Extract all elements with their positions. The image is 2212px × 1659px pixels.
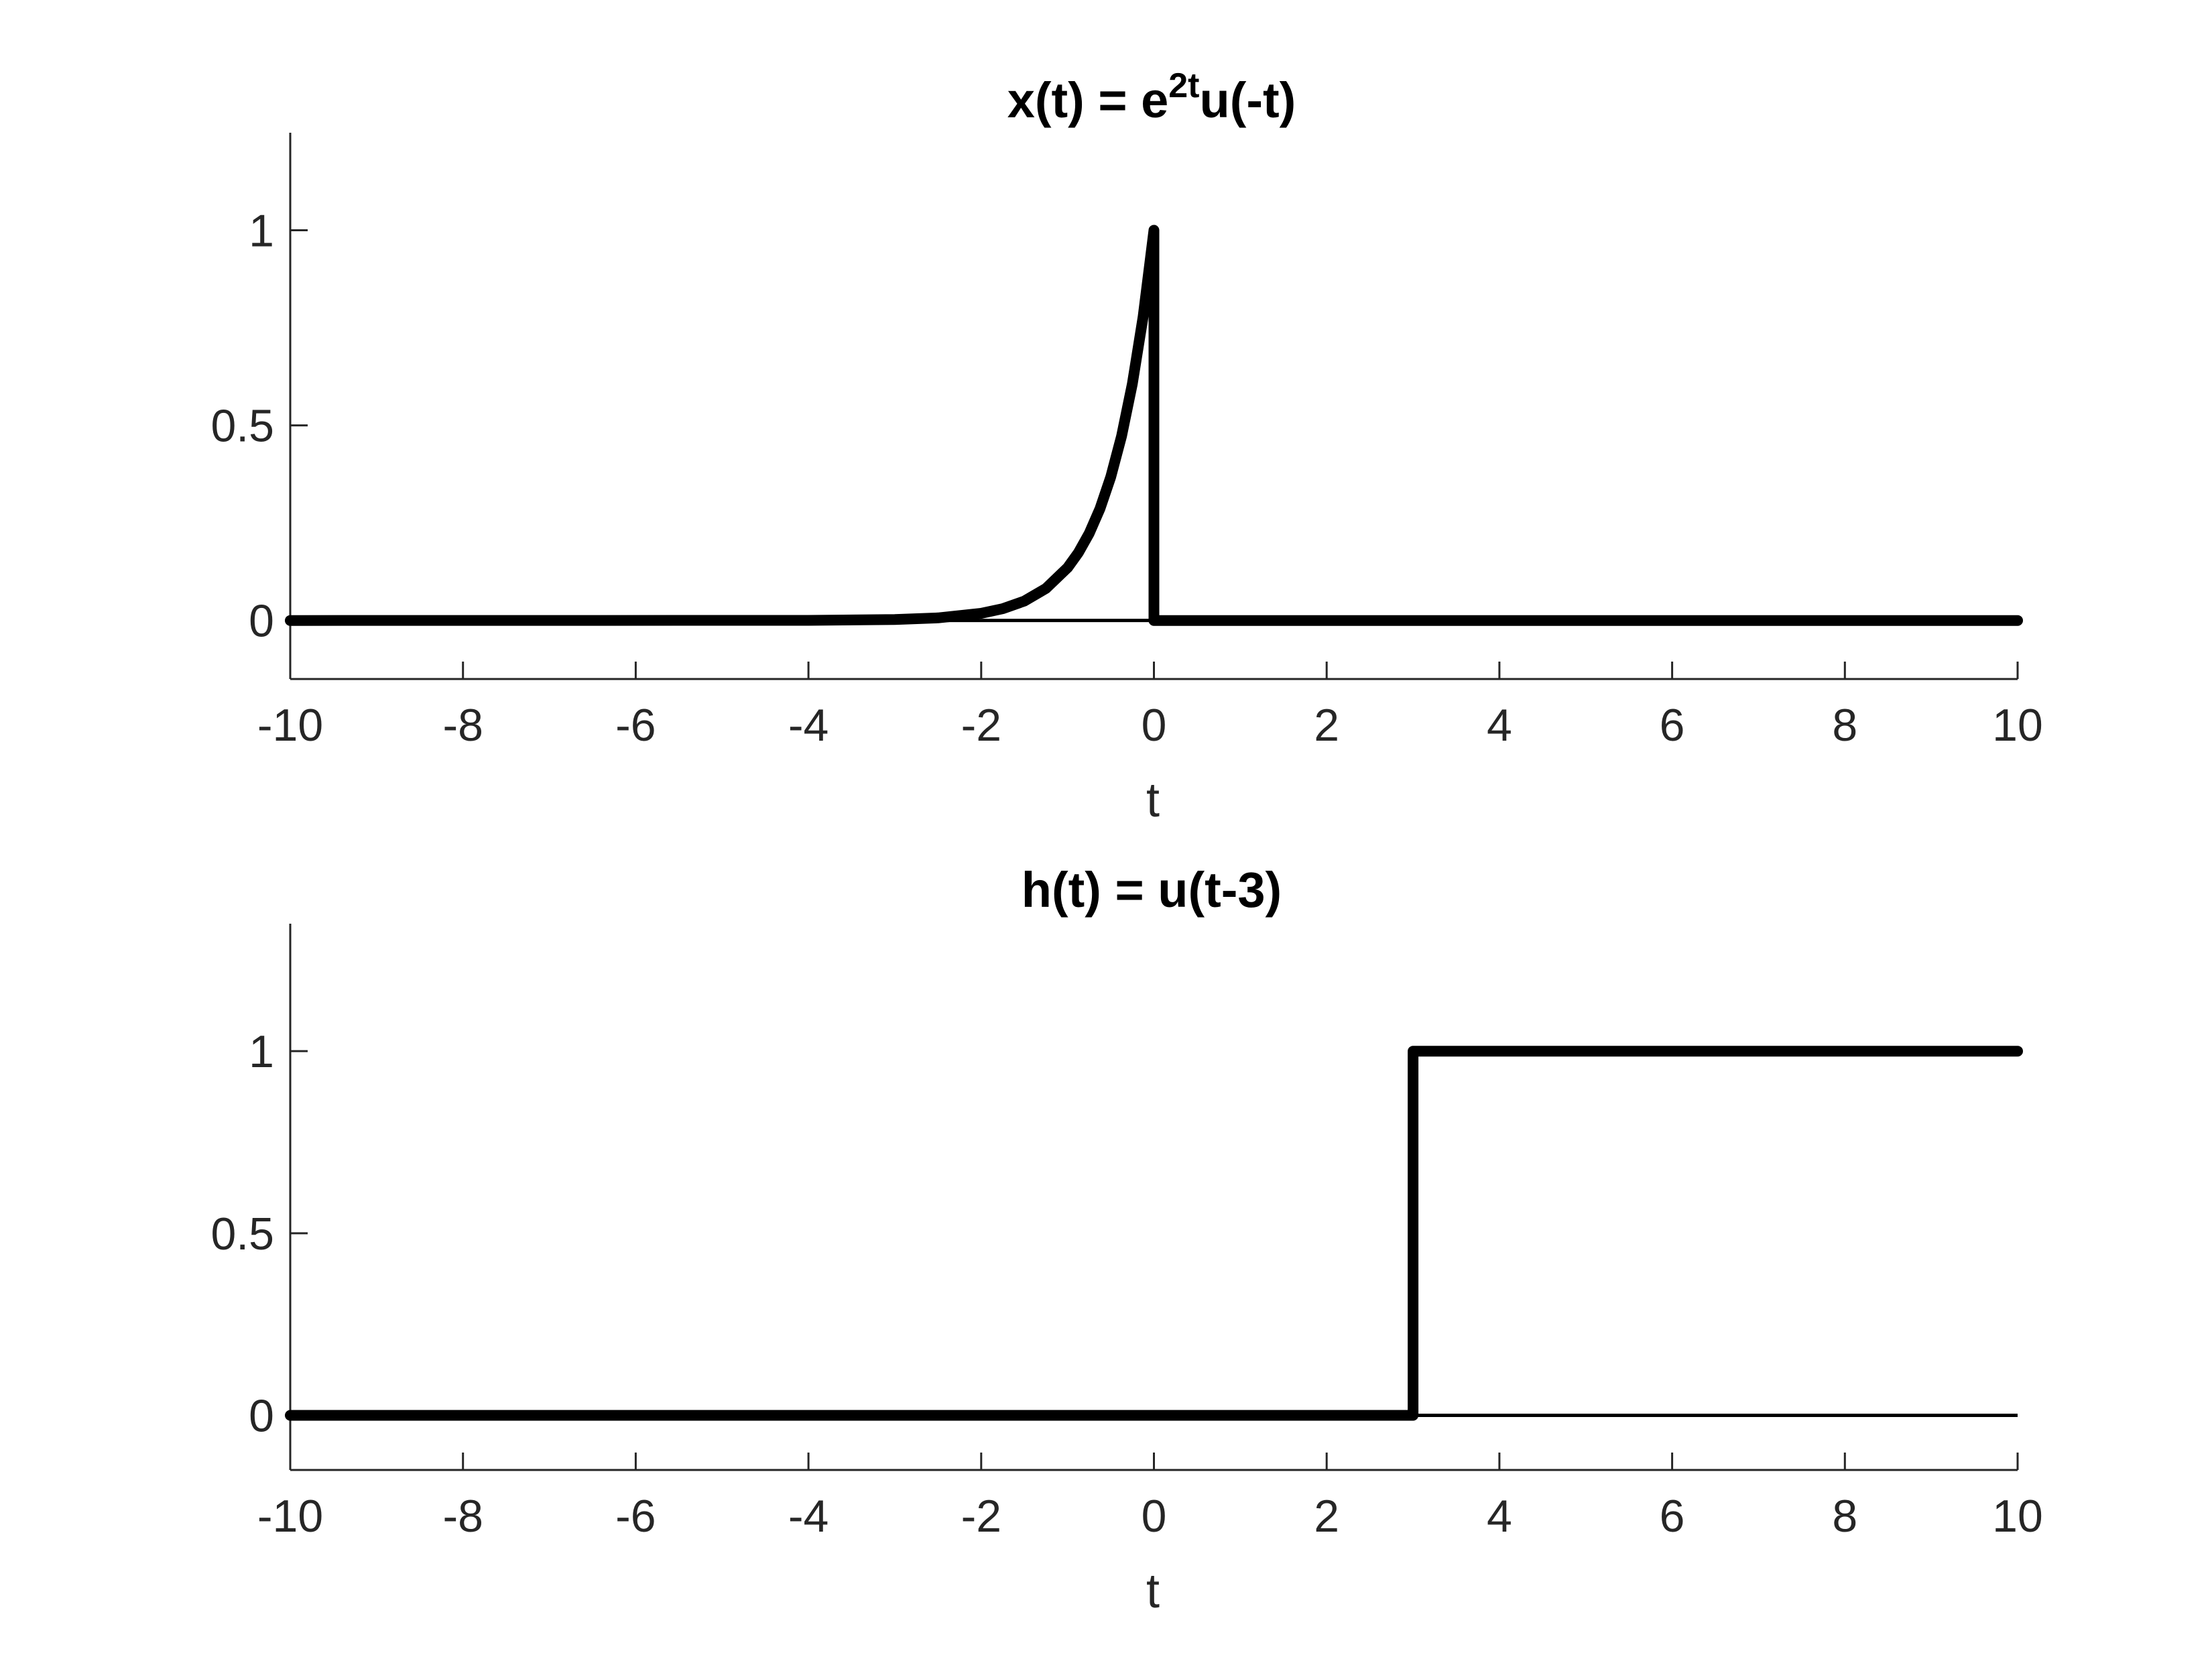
- x-tick-label: -4: [788, 1491, 828, 1542]
- x-tick-label: 2: [1314, 700, 1339, 751]
- x-tick-label: 0: [1142, 700, 1167, 751]
- x-tick-label: 0: [1142, 1491, 1167, 1542]
- x-tick-label: 10: [1992, 700, 2043, 751]
- x-tick-label: -2: [961, 700, 1001, 751]
- series-line: [285, 1046, 2023, 1421]
- x-tick-label: 2: [1314, 1491, 1339, 1542]
- x-tick-label: 10: [1992, 1491, 2043, 1542]
- x-tick-label: 4: [1487, 700, 1512, 751]
- x-tick-label: -4: [788, 700, 828, 751]
- bottom-x-axis-label: t: [1146, 1564, 1160, 1618]
- x-tick-label: -8: [442, 700, 483, 751]
- top-subplot-title: x(t) = e2tu(-t): [1007, 66, 1296, 128]
- x-tick-label: -6: [615, 700, 656, 751]
- series-line: [285, 225, 2023, 626]
- x-tick-label: 6: [1660, 700, 1685, 751]
- y-tick-label: 0: [249, 596, 274, 647]
- y-tick-label: 1: [249, 1026, 274, 1077]
- top-plot-area: -10 -8 -6 -4 -2 0 2 4 6 8 10 0 0.5 1: [210, 133, 2043, 751]
- y-tick-label: 0.5: [210, 401, 274, 452]
- bottom-subplot: h(t) = u(t-3) -10 -8 -6 -4 -2 0 2 4 6 8 10 0 0.5 1 t: [210, 862, 2042, 1618]
- x-tick-label: 8: [1832, 700, 1857, 751]
- bottom-plot-area: -10 -8 -6 -4 -2 0 2 4 6 8 10 0 0.5 1: [210, 924, 2043, 1542]
- x-tick-label: -6: [615, 1491, 656, 1542]
- x-tick-label: 4: [1487, 1491, 1512, 1542]
- y-tick-label: 0: [249, 1391, 274, 1442]
- top-x-axis-label: t: [1146, 774, 1160, 827]
- x-tick-label: -10: [257, 1491, 323, 1542]
- x-tick-label: -2: [961, 1491, 1001, 1542]
- x-tick-label: 6: [1660, 1491, 1685, 1542]
- x-tick-label: 8: [1832, 1491, 1857, 1542]
- bottom-subplot-title: h(t) = u(t-3): [1022, 862, 1282, 918]
- x-tick-label: -10: [257, 700, 323, 751]
- y-tick-label: 1: [249, 206, 274, 257]
- y-tick-label: 0.5: [210, 1209, 274, 1259]
- x-tick-label: -8: [442, 1491, 483, 1542]
- top-subplot: x(t) = e2tu(-t) -10 -8 -6 -4 -2 0 2 4 6 8 1000.51 …: [210, 66, 2042, 827]
